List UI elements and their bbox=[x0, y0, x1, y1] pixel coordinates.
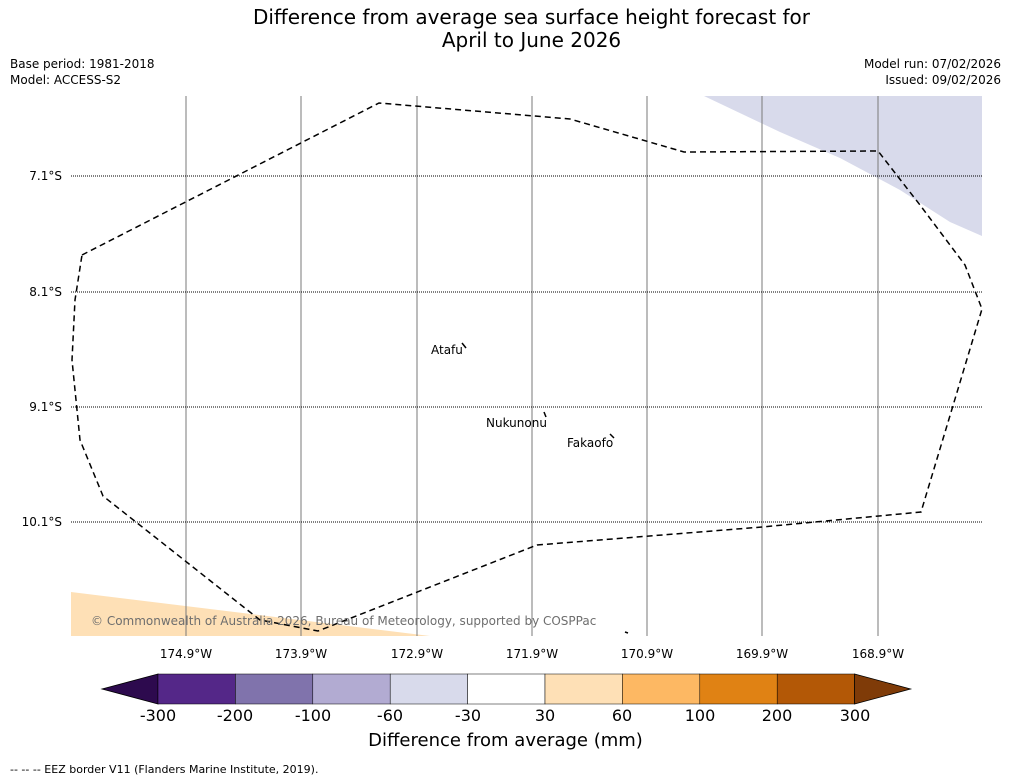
colorbar-tick: -30 bbox=[454, 706, 482, 725]
lat-label: 7.1°S bbox=[29, 169, 62, 183]
parallel-lines bbox=[71, 175, 982, 523]
title-line-2: April to June 2026 bbox=[441, 28, 622, 52]
colorbar-swatch bbox=[699, 673, 778, 705]
colorbar-swatch bbox=[312, 673, 391, 705]
copyright-notice: © Commonwealth of Australia 2026, Bureau… bbox=[91, 614, 597, 628]
lat-label: 9.1°S bbox=[29, 400, 62, 414]
lon-label: 173.9°W bbox=[274, 647, 328, 661]
colorbar-tick: -300 bbox=[139, 706, 177, 725]
title-line-1: Difference from average sea surface heig… bbox=[252, 5, 811, 29]
small-island-shape bbox=[624, 631, 629, 634]
colorbar-tick: 300 bbox=[839, 706, 871, 725]
colorbar-swatches bbox=[100, 673, 913, 705]
colorbar-tick: 200 bbox=[761, 706, 793, 725]
lon-label: 168.9°W bbox=[851, 647, 905, 661]
lon-label: 171.9°W bbox=[505, 647, 559, 661]
colorbar-swatch bbox=[622, 673, 701, 705]
colorbar-tick: 100 bbox=[684, 706, 716, 725]
colorbar-tick: -60 bbox=[376, 706, 404, 725]
lon-label: 170.9°W bbox=[620, 647, 674, 661]
colorbar-tick: 60 bbox=[611, 706, 633, 725]
lon-label: 174.9°W bbox=[159, 647, 213, 661]
colorbar-swatch bbox=[389, 673, 468, 705]
colorbar-swatch bbox=[157, 673, 236, 705]
place-label-atafu: Atafu bbox=[431, 343, 463, 357]
model-run: Model run: 07/02/2026 bbox=[863, 57, 1001, 71]
colorbar-tick: -200 bbox=[216, 706, 254, 725]
place-label-fakaofo: Fakaofo bbox=[567, 436, 614, 450]
colorbar-tick: -100 bbox=[294, 706, 332, 725]
eez-legend-footer: -- -- -- EEZ border V11 (Flanders Marine… bbox=[10, 763, 319, 776]
meta-right: Model run: 07/02/2026 Issued: 09/02/2026 bbox=[864, 56, 1001, 88]
colorbar bbox=[100, 673, 913, 705]
colorbar-extend-low bbox=[100, 673, 159, 705]
colorbar-extend-high bbox=[854, 673, 913, 705]
meta-left: Base period: 1981-2018 Model: ACCESS-S2 bbox=[10, 56, 155, 88]
eez-border bbox=[71, 102, 983, 632]
colorbar-tick: 30 bbox=[534, 706, 556, 725]
meridian-lines bbox=[185, 96, 879, 636]
colorbar-swatch bbox=[467, 673, 546, 705]
issued-date: Issued: 09/02/2026 bbox=[885, 73, 1001, 87]
colorbar-swatch bbox=[235, 673, 314, 705]
place-label-nukunonu: Nukunonu bbox=[486, 416, 547, 430]
lat-label: 8.1°S bbox=[29, 285, 62, 299]
atafu-island-shape bbox=[461, 342, 467, 349]
anomaly-region-negative bbox=[704, 96, 982, 236]
colorbar-swatch bbox=[776, 673, 855, 705]
fakaofo-island-shape bbox=[609, 433, 615, 439]
colorbar-label: Difference from average (mm) bbox=[368, 730, 643, 751]
nukunonu-island-shape bbox=[543, 411, 547, 418]
chart-title: Difference from average sea surface heig… bbox=[0, 6, 1011, 52]
anomaly-region-positive bbox=[71, 592, 430, 636]
colorbar-swatch bbox=[544, 673, 623, 705]
model-name: Model: ACCESS-S2 bbox=[10, 73, 122, 87]
lon-label: 169.9°W bbox=[735, 647, 789, 661]
lon-label: 172.9°W bbox=[390, 647, 444, 661]
lat-label: 10.1°S bbox=[21, 515, 62, 529]
colorbar-ticks: -300 -200 -100 -60 -30 30 60 100 200 300 bbox=[0, 706, 1011, 726]
base-period: Base period: 1981-2018 bbox=[10, 57, 155, 71]
